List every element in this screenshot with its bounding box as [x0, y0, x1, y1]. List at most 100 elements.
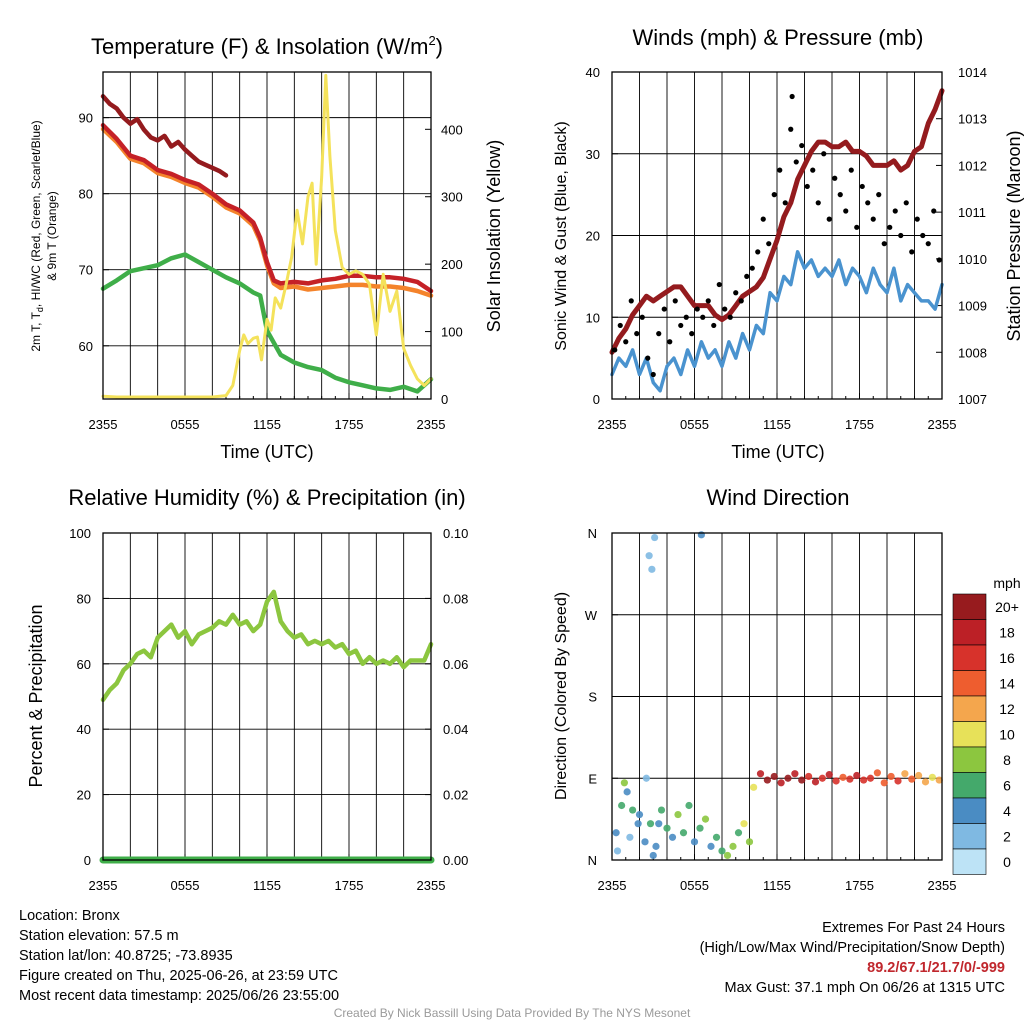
- y2-tick-label: 1007: [958, 392, 987, 407]
- y-tick-label: N: [588, 853, 597, 868]
- x-tick-label: 1755: [335, 417, 364, 432]
- direction-point: [860, 776, 868, 784]
- gust-point: [793, 159, 799, 165]
- y-axis-label: Percent & Precipitation: [26, 604, 46, 787]
- gust-point: [782, 200, 788, 206]
- direction-point: [652, 842, 660, 850]
- direction-point: [750, 783, 758, 791]
- direction-point: [798, 776, 806, 784]
- direction-point: [825, 771, 833, 779]
- gust-point: [689, 331, 695, 337]
- x-tick-label: 0555: [171, 417, 200, 432]
- legend-label: 18: [999, 624, 1015, 640]
- gust-point: [694, 306, 700, 312]
- gust-point: [771, 192, 777, 198]
- gust-point: [865, 200, 871, 206]
- direction-point: [729, 842, 737, 850]
- legend-title: mph: [993, 575, 1020, 591]
- gust-point: [705, 298, 711, 304]
- panel-1: 2355 0555 1155 1755 2355 60 70 80 90 0 100 200 300 40…: [29, 33, 504, 462]
- gust-point: [914, 216, 920, 222]
- legend-label: 20+: [995, 599, 1019, 615]
- series-line-2: [609, 88, 945, 355]
- direction-point: [873, 769, 881, 777]
- x-tick-label: 1155: [763, 417, 791, 432]
- gust-point: [645, 355, 651, 361]
- legend-label: 16: [999, 650, 1015, 666]
- direction-point: [668, 833, 677, 841]
- direction-point: [740, 820, 748, 828]
- gust-point: [639, 314, 645, 320]
- legend-swatch: [952, 823, 987, 850]
- gust-point: [804, 183, 810, 190]
- y-tick-label: 60: [77, 657, 91, 672]
- y2-tick-label: 0.00: [443, 853, 468, 868]
- station-elevation: Station elevation: 57.5 m: [19, 928, 179, 944]
- chart-title: Relative Humidity (%) & Precipitation (i…: [68, 485, 465, 510]
- y-tick-label: S: [588, 690, 597, 705]
- series-line-3: [100, 122, 434, 294]
- legend-swatch: [952, 644, 987, 671]
- direction-point: [701, 815, 710, 823]
- y-axis-label: Sonic Wind & Gust (Blue, Black): [553, 121, 570, 350]
- direction-point: [935, 776, 943, 784]
- extremes-box: Extremes For Past 24 Hours (High/Low/Max…: [700, 918, 1005, 998]
- y2-tick-label: 100: [441, 325, 463, 340]
- gust-point: [722, 306, 728, 312]
- x-tick-label: 2355: [89, 878, 118, 893]
- direction-point: [629, 806, 637, 814]
- gust-point: [733, 290, 739, 296]
- x-tick-label: 2355: [417, 878, 446, 893]
- legend-label: 6: [1003, 777, 1011, 793]
- x-axis-label: Time (UTC): [731, 442, 824, 462]
- direction-point: [645, 552, 653, 560]
- extremes-values: 89.2/67.1/21.7/0/-999: [867, 960, 1005, 976]
- y2-axis-label: Solar Insolation (Yellow): [484, 140, 504, 332]
- direction-point: [921, 778, 930, 786]
- recent-timestamp: Most recent data timestamp: 2025/06/26 2…: [19, 988, 340, 1004]
- y2-tick-label: 200: [441, 257, 463, 272]
- x-tick-label: 1155: [763, 878, 791, 893]
- y2-tick-label: 0: [441, 392, 448, 407]
- direction-point: [784, 774, 792, 782]
- x-tick-label: 2355: [417, 417, 446, 432]
- gust-point: [672, 298, 678, 304]
- legend-label: 8: [1003, 752, 1011, 768]
- y-tick-label: E: [588, 771, 597, 786]
- direction-point: [756, 770, 765, 778]
- y2-tick-label: 1014: [958, 65, 987, 80]
- direction-point: [626, 833, 634, 841]
- legend-label: 14: [999, 675, 1015, 691]
- gust-point: [700, 314, 706, 320]
- legend-swatch: [952, 619, 987, 646]
- direction-point: [679, 829, 688, 837]
- direction-point: [696, 824, 704, 832]
- gust-point: [859, 183, 865, 190]
- y-tick-label: 80: [79, 187, 93, 202]
- gust-point: [789, 93, 795, 100]
- gust-point: [854, 224, 860, 230]
- gust-point: [892, 208, 898, 214]
- y-tick-label: 90: [79, 111, 93, 126]
- legend-swatch: [952, 721, 987, 748]
- station-latlon: Station lat/lon: 40.8725; -73.8935: [19, 948, 233, 964]
- direction-point: [642, 774, 650, 782]
- direction-point: [685, 801, 693, 810]
- gust-point: [903, 200, 909, 206]
- direction-point: [655, 820, 663, 828]
- y-tick-label: 40: [77, 722, 91, 737]
- direction-point: [811, 778, 820, 786]
- y-axis-label: Direction (Colored By Speed): [553, 592, 570, 800]
- direction-point: [646, 820, 655, 828]
- y-tick-label: 10: [586, 310, 600, 325]
- direction-point: [663, 824, 671, 832]
- series-line-1: [610, 250, 944, 393]
- chart-title: Winds (mph) & Pressure (mb): [633, 25, 924, 50]
- y-tick-label: 60: [79, 339, 93, 354]
- y-tick-label: 0: [593, 392, 600, 407]
- direction-point: [832, 777, 840, 785]
- direction-point: [805, 772, 813, 781]
- series-line-1: [100, 94, 229, 178]
- direction-point: [901, 770, 909, 778]
- direction-point: [915, 771, 923, 780]
